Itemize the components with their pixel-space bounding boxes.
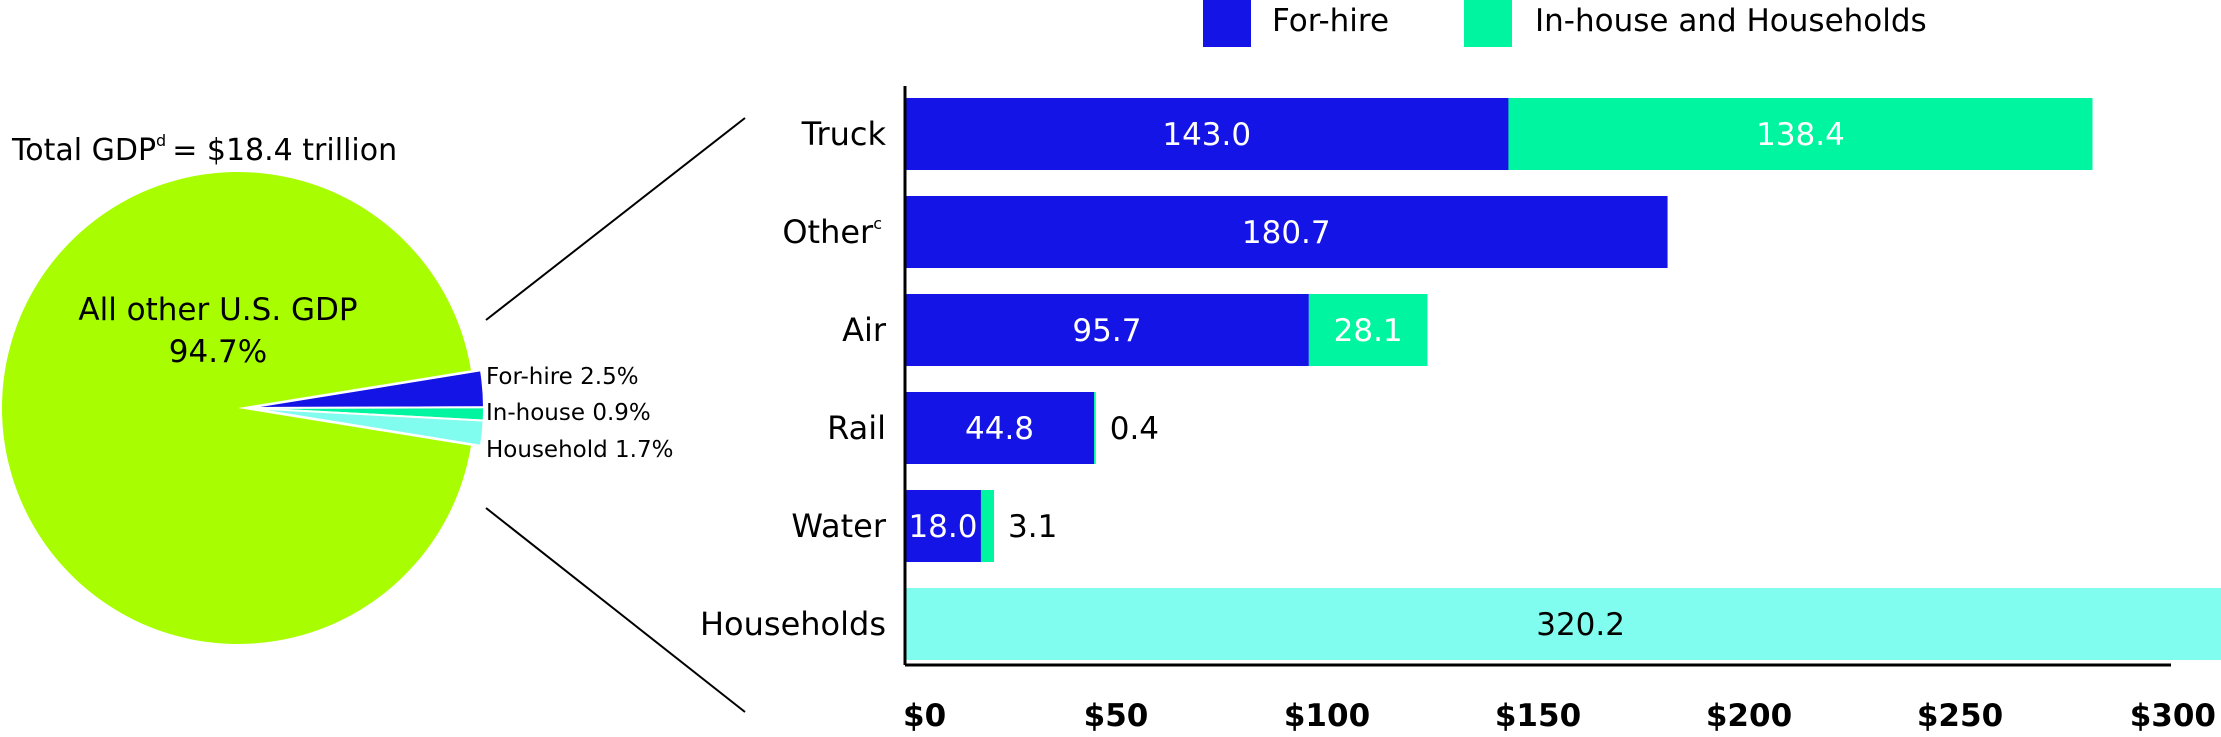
x-tick-label: $50 [1084, 698, 1149, 734]
category-label-other: Otherc [782, 213, 882, 251]
pie-label-for-hire: For-hire 2.5% [486, 364, 639, 390]
pie-label-other-value: 94.7% [169, 334, 267, 370]
x-tick-label: $0 [903, 698, 946, 734]
data-label-truck-for-hire: 143.0 [1162, 117, 1251, 153]
bar-water-in-house [980, 490, 995, 562]
pie-title-text: Total GDP [11, 133, 156, 168]
x-tick-label: $300 [2130, 698, 2216, 734]
pie-label-in-house: In-house 0.9% [486, 400, 651, 426]
data-label-rail-for-hire: 44.8 [965, 411, 1034, 447]
bar-other-for-hire [905, 196, 1668, 268]
category-labels: Truck Otherc Air Rail Water Households [700, 115, 887, 643]
legend-label-in-house-households: In-house and Households [1535, 3, 1927, 39]
pie-chart [2, 172, 486, 644]
pie-slice-all-other-u-s-gdp [2, 172, 471, 644]
bar-water-for-hire [905, 490, 981, 562]
bar-chart: 143.0 138.4 180.7 95.7 28.1 44.8 0.4 18.0 3.1 320… [905, 98, 2221, 660]
data-label-water-for-hire: 18.0 [908, 509, 977, 545]
pie-title-superscript: d [156, 131, 166, 150]
category-label-rail: Rail [827, 409, 886, 447]
legend-label-for-hire: For-hire [1272, 3, 1389, 39]
bar-truck-in-house [1508, 98, 2093, 170]
x-tick-label: $100 [1284, 698, 1370, 734]
bar-rail-in-house [1094, 392, 1096, 464]
legend: For-hire In-house and Households [1203, 0, 1927, 47]
x-tick-label: $150 [1495, 698, 1581, 734]
data-label-households-in-house: 320.2 [1536, 607, 1625, 643]
data-label-other-for-hire: 180.7 [1242, 215, 1331, 251]
data-label-rail-in-house: 0.4 [1110, 411, 1159, 447]
pie-title-value: = $18.4 trillion [172, 133, 397, 168]
bar-rail-for-hire [905, 392, 1095, 464]
category-label-truck: Truck [801, 115, 887, 153]
x-axis-ticks: $0 $50 $100 $150 $200 $250 $300 [903, 698, 2216, 734]
bar-air-in-house [1308, 294, 1428, 366]
legend-swatch-in-house-households [1464, 0, 1512, 47]
data-label-water-in-house: 3.1 [1008, 509, 1057, 545]
bar-air-for-hire [905, 294, 1309, 366]
pie-slice-household [247, 407, 485, 447]
bar-households-in-house [905, 588, 2221, 660]
connector-line-bottom [485, 507, 746, 713]
connector-line-top [485, 117, 746, 321]
category-label-air: Air [842, 311, 887, 349]
data-label-air-for-hire: 95.7 [1072, 313, 1141, 349]
data-label-truck-in-house: 138.4 [1756, 117, 1845, 153]
pie-label-other-name: All other U.S. GDP [78, 292, 357, 328]
bar-truck-for-hire [905, 98, 1509, 170]
legend-swatch-for-hire [1203, 0, 1251, 47]
category-label-households: Households [700, 605, 886, 643]
data-label-air-in-house: 28.1 [1334, 313, 1403, 349]
x-tick-label: $200 [1706, 698, 1792, 734]
pie-title: Total GDPd = $18.4 trillion [11, 131, 397, 168]
pie-label-household: Household 1.7% [486, 437, 673, 463]
x-tick-label: $250 [1917, 698, 2003, 734]
category-label-water: Water [791, 507, 886, 545]
